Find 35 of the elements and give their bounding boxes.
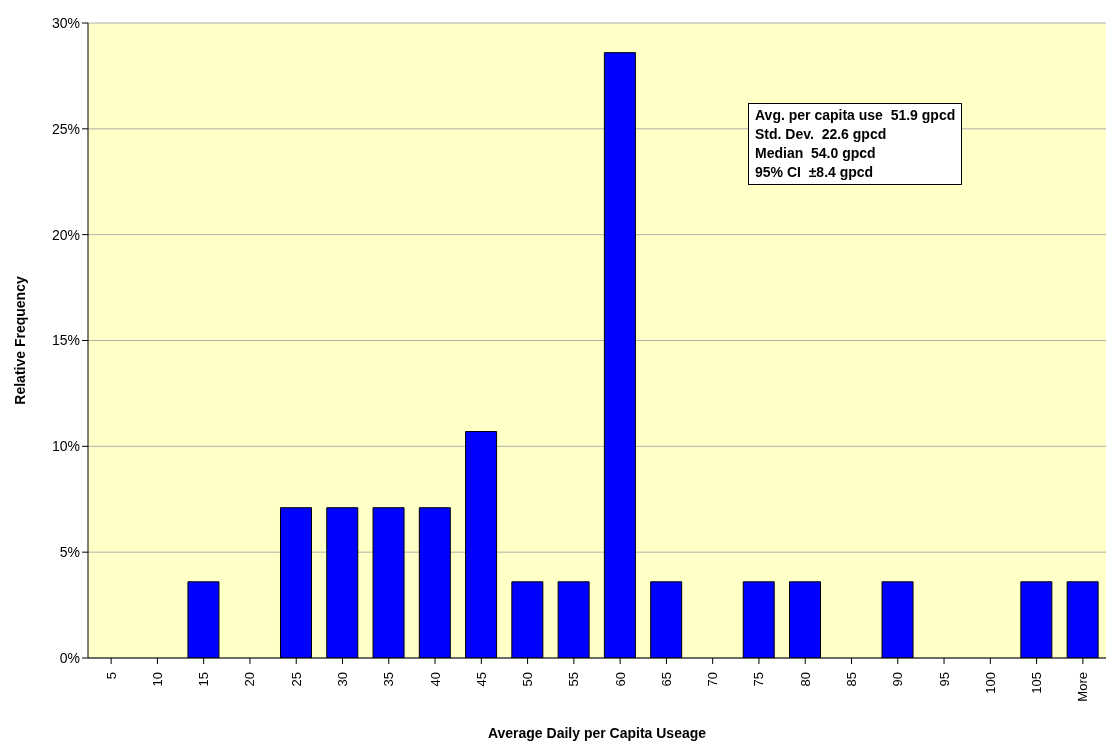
x-tick-label: 20 xyxy=(242,672,258,687)
y-tick-label: 25% xyxy=(51,120,80,137)
x-tick-label: 100 xyxy=(982,672,998,694)
x-tick-label: 10 xyxy=(149,672,165,687)
x-tick-label: 95 xyxy=(936,672,952,687)
x-tick-label: 40 xyxy=(427,672,443,687)
annotation: Avg. per capita use 51.9 gpcd xyxy=(755,106,956,125)
x-tick-label: 45 xyxy=(473,672,489,687)
x-tick-label: 25 xyxy=(288,672,304,687)
y-tick-label: 10% xyxy=(51,438,80,455)
x-tick-label: 50 xyxy=(520,672,536,687)
y-tick-label: 0% xyxy=(59,649,80,666)
x-tick-label: 65 xyxy=(658,672,674,687)
x-tick-label: 75 xyxy=(751,672,767,687)
x-tick-label: 55 xyxy=(566,672,582,687)
x-tick-label: 60 xyxy=(612,672,628,687)
annotation: Median 54.0 gpcd xyxy=(755,144,877,163)
annotation: Std. Dev. 22.6 gpcd xyxy=(755,125,888,144)
x-tick-label: 30 xyxy=(335,672,350,687)
x-tick-label: 35 xyxy=(381,672,397,687)
y-tick-label: 5% xyxy=(59,544,80,561)
x-tick-label: 80 xyxy=(797,672,813,687)
x-tick-label: 105 xyxy=(1029,672,1045,694)
y-tick-label: 30% xyxy=(51,14,80,31)
x-tick-label: 85 xyxy=(844,672,859,687)
x-tick-label: 15 xyxy=(196,672,212,687)
annotation: 95% CI ±8.4 gpcd xyxy=(755,163,875,182)
x-tick-label: 90 xyxy=(890,672,906,687)
y-axis-title: Relative Frequency xyxy=(11,276,28,405)
x-tick-label: 70 xyxy=(705,672,721,687)
x-tick-label: 5 xyxy=(103,672,119,680)
y-tick-label: 15% xyxy=(51,332,80,349)
x-tick-label: More xyxy=(1075,672,1091,702)
y-tick-label: 20% xyxy=(51,226,80,243)
x-axis-title: Average Daily per Capita Useage xyxy=(487,725,707,741)
